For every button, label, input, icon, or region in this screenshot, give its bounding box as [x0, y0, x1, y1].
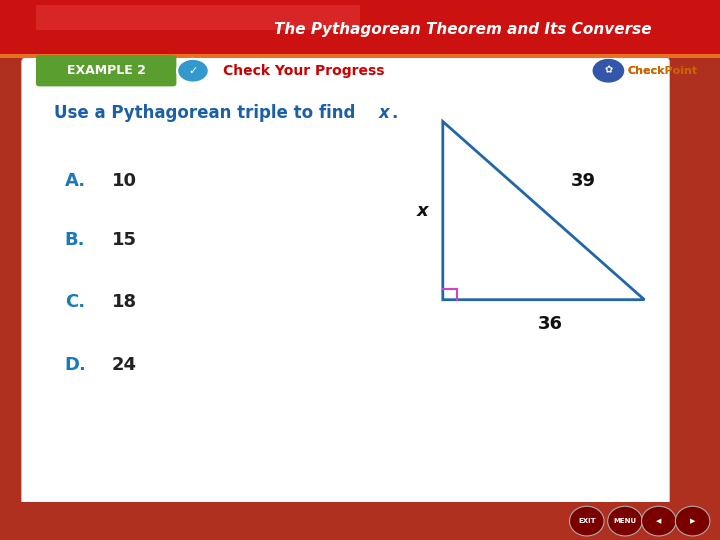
Text: 18: 18: [112, 293, 137, 312]
Text: x: x: [379, 104, 390, 123]
Text: 36: 36: [539, 315, 563, 333]
Text: Use a Pythagorean triple to find: Use a Pythagorean triple to find: [54, 104, 361, 123]
Text: 39: 39: [571, 172, 595, 190]
Text: CheckPoint: CheckPoint: [628, 66, 698, 76]
FancyBboxPatch shape: [36, 55, 176, 86]
Text: ✓: ✓: [188, 66, 198, 76]
Text: EXAMPLE 2: EXAMPLE 2: [67, 64, 146, 77]
Bar: [0, 502, 720, 540]
Bar: [0, 0, 720, 57]
Text: A.: A.: [65, 172, 86, 190]
Text: 15: 15: [112, 231, 137, 249]
Text: ▶: ▶: [690, 518, 696, 524]
Text: 10: 10: [112, 172, 137, 190]
Ellipse shape: [675, 507, 710, 536]
Text: 24: 24: [112, 355, 137, 374]
Text: Check Your Progress: Check Your Progress: [223, 64, 384, 78]
Bar: [36, 5, 360, 30]
Text: x: x: [417, 201, 428, 220]
Text: .: .: [391, 104, 397, 123]
Text: ✿: ✿: [604, 66, 613, 76]
Ellipse shape: [570, 507, 604, 536]
Text: ◀: ◀: [656, 518, 662, 524]
Text: C.: C.: [65, 293, 85, 312]
Text: The Pythagorean Theorem and Its Converse: The Pythagorean Theorem and Its Converse: [274, 22, 651, 37]
Text: EXIT: EXIT: [578, 518, 595, 524]
FancyBboxPatch shape: [22, 57, 670, 508]
Text: B.: B.: [65, 231, 85, 249]
Circle shape: [593, 59, 624, 83]
Bar: [0, 54, 720, 58]
Text: MENU: MENU: [613, 518, 636, 524]
Ellipse shape: [642, 507, 676, 536]
Ellipse shape: [608, 507, 642, 536]
Text: D.: D.: [65, 355, 86, 374]
Circle shape: [177, 59, 209, 83]
Text: Check: Check: [628, 66, 665, 76]
